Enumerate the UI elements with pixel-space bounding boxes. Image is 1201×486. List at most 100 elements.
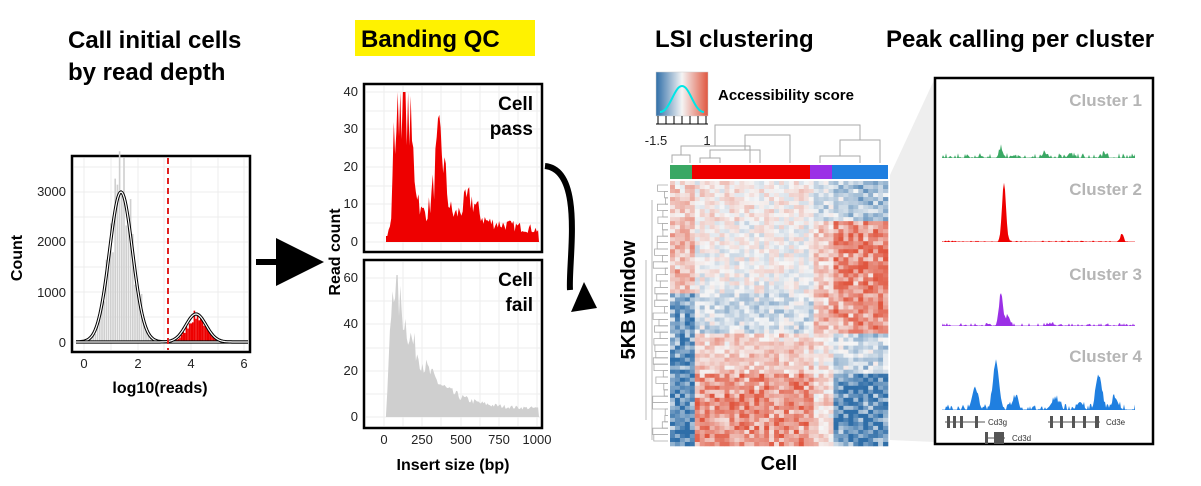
heatmap-cell	[754, 425, 760, 431]
heatmap-cell	[818, 241, 824, 246]
heatmap-cell	[798, 201, 805, 206]
heatmap-cell	[769, 425, 775, 431]
heatmap-cell	[699, 305, 705, 310]
heatmap-cell	[714, 257, 720, 262]
heatmap-cell	[749, 393, 755, 399]
dendrogram-branch	[653, 363, 668, 371]
heatmap-cell	[828, 409, 834, 415]
legend-min: -1.5	[645, 133, 667, 148]
histogram-bar	[129, 199, 132, 342]
heatmap-cell	[739, 225, 745, 230]
heatmap-cell	[774, 189, 780, 194]
heatmap-cell	[848, 429, 854, 435]
heatmap-cell	[838, 361, 844, 366]
heatmap-cell	[699, 341, 705, 346]
heatmap-cell	[873, 401, 879, 407]
heatmap-cell	[704, 297, 710, 302]
heatmap-cell	[858, 421, 864, 427]
heatmap-cell	[803, 249, 810, 254]
heatmap-cell	[813, 389, 819, 395]
histogram-bar	[101, 305, 103, 342]
heatmap-cell	[734, 421, 740, 427]
heatmap-cell	[803, 373, 810, 379]
heatmap-cell	[838, 261, 844, 266]
heatmap-cell	[704, 397, 710, 403]
heatmap-cell	[759, 221, 765, 226]
heatmap-cell	[724, 357, 730, 362]
heatmap-cell	[734, 189, 740, 194]
heatmap-cell	[878, 277, 884, 282]
heatmap-cell	[709, 281, 715, 286]
heatmap-cell	[744, 341, 750, 346]
heatmap-cell	[779, 265, 785, 270]
heatmap-cell	[734, 377, 740, 383]
heatmap-cell	[719, 353, 725, 358]
heatmap-cell	[704, 405, 710, 411]
heatmap-cell	[853, 393, 859, 399]
heatmap-cell	[783, 265, 790, 270]
heatmap-cell	[714, 341, 720, 346]
heatmap-cell	[734, 361, 740, 366]
heatmap-cell	[759, 257, 765, 262]
dendrogram-branch	[654, 325, 668, 333]
heatmap-cell	[828, 437, 834, 443]
heatmap-cell	[873, 245, 879, 250]
heatmap-cell	[719, 225, 725, 230]
heatmap-cell	[883, 417, 889, 423]
dendrogram-branch	[659, 331, 668, 339]
heatmap-cell	[828, 241, 834, 246]
heatmap-cell	[729, 237, 735, 242]
heatmap-cell	[714, 225, 720, 230]
heatmap-cell	[843, 285, 849, 290]
heatmap-cell	[749, 197, 755, 202]
heatmap-cell	[734, 317, 740, 322]
heatmap-cell	[699, 365, 705, 371]
heatmap-cell	[749, 429, 755, 435]
dendrogram-branch	[654, 248, 668, 256]
heatmap-cell	[788, 409, 795, 415]
heatmap-cell	[764, 345, 770, 350]
heatmap-cell	[788, 333, 795, 338]
heatmap-cell	[798, 345, 805, 350]
heatmap-cell	[863, 349, 869, 354]
heatmap-cell	[779, 317, 785, 322]
heatmap-cell	[769, 229, 775, 234]
heatmap-cell	[694, 393, 701, 399]
heatmap-cell	[833, 337, 839, 342]
heatmap-cell	[833, 257, 839, 262]
heatmap-cell	[670, 361, 676, 366]
heatmap-cell	[788, 281, 795, 286]
heatmap-cell	[744, 209, 750, 214]
heatmap-cell	[868, 205, 874, 210]
heatmap-cell	[729, 345, 735, 350]
heatmap-cell	[749, 389, 755, 395]
heatmap-cell	[788, 229, 795, 234]
heatmap-cell	[843, 265, 849, 270]
heatmap-cell	[729, 265, 735, 270]
panel1-title-line2: by read depth	[68, 59, 225, 86]
heatmap-cell	[873, 237, 879, 242]
heatmap-cell	[674, 253, 681, 258]
heatmap-cell	[679, 329, 686, 334]
heatmap-cell	[734, 305, 740, 310]
heatmap-cell	[749, 413, 755, 419]
heatmap-cell	[803, 313, 810, 318]
heatmap-cell	[848, 305, 854, 310]
heatmap-cell	[783, 425, 790, 431]
heatmap-cell	[793, 221, 800, 226]
heatmap-cell	[719, 321, 725, 326]
heatmap-cell	[868, 189, 874, 194]
heatmap-cell	[808, 353, 814, 358]
heatmap-cell	[848, 273, 854, 278]
heatmap-cell	[714, 185, 720, 190]
heatmap-cell	[674, 421, 681, 427]
heatmap-cell	[788, 205, 795, 210]
heatmap-cell	[838, 317, 844, 322]
heatmap-cell	[793, 217, 800, 222]
heatmap-cell	[679, 233, 686, 238]
heatmap-cell	[813, 305, 819, 310]
heatmap-cell	[749, 313, 755, 318]
heatmap-cell	[774, 309, 780, 314]
heatmap-cell	[744, 225, 750, 230]
heatmap-cell	[853, 261, 859, 266]
